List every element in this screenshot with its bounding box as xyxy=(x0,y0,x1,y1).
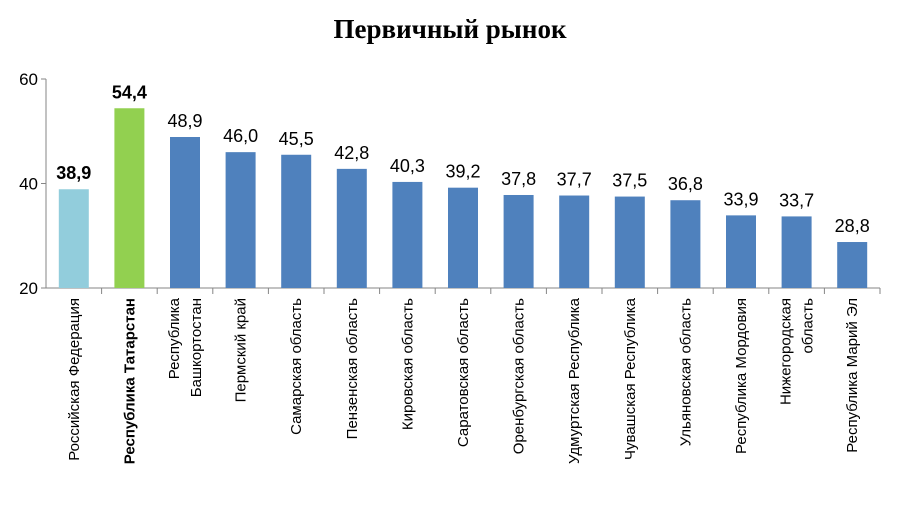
data-label: 42,8 xyxy=(334,143,369,163)
category-label-line: Удмуртская Республика xyxy=(566,297,583,464)
data-label: 37,8 xyxy=(501,169,536,189)
category-label: Республика Мордовия xyxy=(733,298,750,454)
data-label: 33,9 xyxy=(723,189,758,209)
category-label-line: Пензенская область xyxy=(344,298,361,439)
category-label-line: Оренбургская область xyxy=(511,298,528,454)
category-label-line: Республика Татарстан xyxy=(121,298,138,464)
data-label: 54,4 xyxy=(112,82,147,102)
bar xyxy=(781,216,812,288)
bar xyxy=(336,168,367,288)
category-label: Ульяновская область xyxy=(677,298,694,446)
category-label: Республика Марий Эл xyxy=(844,298,861,453)
y-tick-label: 60 xyxy=(19,70,38,89)
category-label-line: Нижегородская xyxy=(778,298,795,405)
category-label: Республика Татарстан xyxy=(121,298,138,464)
category-label: Кировская область xyxy=(399,298,416,430)
category-label-line: Республика xyxy=(166,297,183,379)
category-label: Республика Башкортостан xyxy=(166,297,205,397)
category-label-line: Самарская область xyxy=(288,298,305,435)
category-label: Саратовская область xyxy=(455,298,472,447)
bar xyxy=(281,154,312,288)
bar xyxy=(392,181,423,288)
bar xyxy=(503,194,534,288)
category-label-line: область xyxy=(800,298,817,354)
data-label: 37,5 xyxy=(612,171,647,191)
data-label: 39,2 xyxy=(445,162,480,182)
bar xyxy=(170,136,200,288)
category-label-line: Чувашская Республика xyxy=(622,297,639,460)
data-label: 36,8 xyxy=(668,174,703,194)
y-tick-label: 20 xyxy=(19,279,38,298)
category-label: Нижегородская область xyxy=(778,298,817,405)
category-label: Оренбургская область xyxy=(511,298,528,454)
bar xyxy=(559,195,590,288)
data-label: 38,9 xyxy=(56,163,91,183)
category-label-line: Кировская область xyxy=(399,298,416,430)
bar xyxy=(837,242,868,288)
category-label-line: Башкортостан xyxy=(188,298,205,397)
category-label: Российская Федерация xyxy=(66,298,83,461)
bar xyxy=(58,189,89,288)
bar xyxy=(614,196,645,288)
category-label: Пензенская область xyxy=(344,298,361,439)
bar xyxy=(114,108,145,288)
category-label: Самарская область xyxy=(288,298,305,435)
data-label: 37,7 xyxy=(557,170,592,190)
category-label-line: Ульяновская область xyxy=(677,298,694,446)
bar xyxy=(670,200,701,288)
category-label-line: Республика Марий Эл xyxy=(844,298,861,453)
data-label: 46,0 xyxy=(223,126,258,146)
category-label: Пермский край xyxy=(233,298,250,402)
category-label-line: Пермский край xyxy=(233,298,250,402)
data-label: 45,5 xyxy=(279,129,314,149)
data-label: 48,9 xyxy=(167,111,202,131)
bar xyxy=(225,152,256,288)
data-label: 40,3 xyxy=(390,156,425,176)
chart-title: Первичный рынок xyxy=(333,14,567,44)
bar xyxy=(726,215,756,288)
category-label-line: Российская Федерация xyxy=(66,298,83,461)
y-tick-label: 40 xyxy=(19,175,38,194)
data-label: 28,8 xyxy=(835,216,870,236)
category-label: Удмуртская Республика xyxy=(566,297,583,464)
category-label-line: Саратовская область xyxy=(455,298,472,447)
category-label-line: Республика Мордовия xyxy=(733,298,750,454)
bar xyxy=(448,187,478,288)
category-label: Чувашская Республика xyxy=(622,297,639,460)
data-label: 33,7 xyxy=(779,190,814,210)
